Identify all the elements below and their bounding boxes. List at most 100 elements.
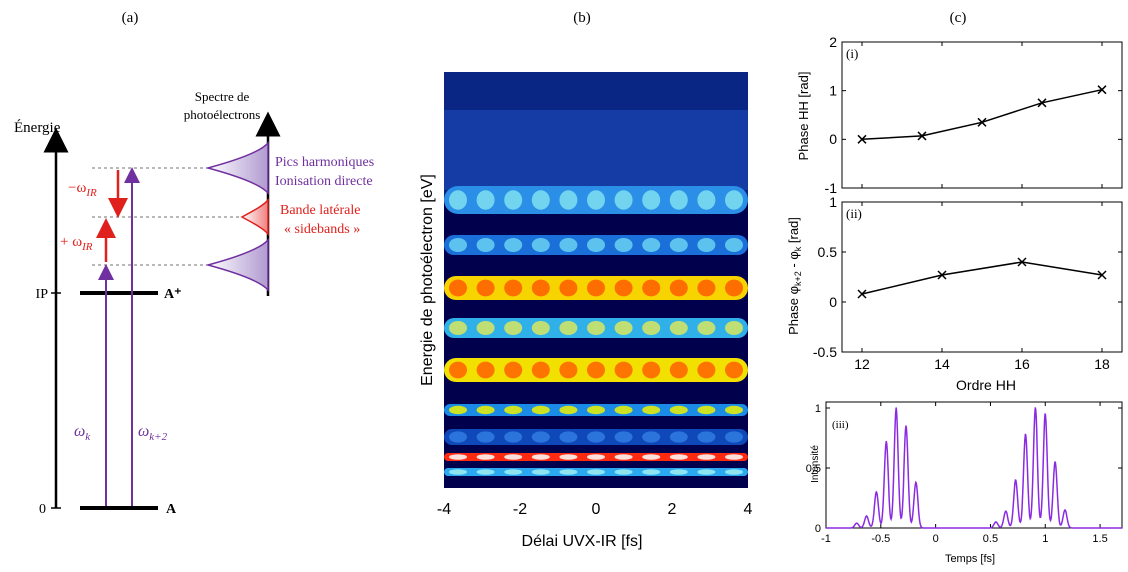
y-tick-label: -0.5 bbox=[813, 344, 837, 360]
ion-level-label: A⁺ bbox=[164, 287, 182, 302]
y-tick-label: 0.5 bbox=[818, 244, 838, 260]
intensity-peak bbox=[905, 425, 907, 427]
heatmap-blob bbox=[559, 361, 578, 379]
y-tick-label: 0 bbox=[815, 523, 821, 535]
heatmap-blob bbox=[614, 279, 633, 297]
plot-intensity: 0 0.5 1 -1 -0.5 0 0.5 1 1.5 (iii) bbox=[806, 401, 1123, 545]
intensity-peak bbox=[1004, 510, 1007, 512]
intensity-peak bbox=[1014, 479, 1017, 481]
heatmap-blob bbox=[614, 321, 633, 335]
heatmap-blob bbox=[725, 321, 743, 335]
intensity-x-label: Temps [fs] bbox=[945, 553, 995, 565]
heatmap-x-tick-label: 0 bbox=[592, 501, 601, 518]
heatmap-blob bbox=[697, 469, 716, 475]
heatmap-blob bbox=[697, 238, 716, 252]
heatmap-blob bbox=[697, 321, 716, 335]
panel-c-label: (c) bbox=[950, 10, 967, 26]
y-tick-label: 1 bbox=[829, 194, 837, 210]
harmonic-peak-lower bbox=[205, 237, 269, 293]
heatmap-blob bbox=[697, 405, 716, 415]
heatmap-blob bbox=[697, 454, 716, 460]
heatmap-blob bbox=[531, 454, 550, 460]
subplot-label: (iii) bbox=[832, 419, 849, 431]
zero-label: 0 bbox=[39, 502, 46, 517]
harmonic-peaks-line1: Pics harmoniques bbox=[275, 155, 374, 170]
heatmap-blob bbox=[587, 454, 605, 460]
intensity-peak bbox=[1064, 509, 1066, 511]
heatmap-blob bbox=[476, 405, 495, 415]
y-tick-label: 1 bbox=[829, 83, 837, 99]
heatmap-blob bbox=[669, 454, 688, 460]
heatmap-blob bbox=[449, 279, 467, 297]
heatmap-x-tick-label: 4 bbox=[744, 501, 753, 518]
heatmap-blob bbox=[476, 454, 495, 460]
series-line bbox=[861, 261, 1103, 295]
phase-diff-y-label: Phase φk+2 - φk [rad] bbox=[786, 217, 803, 335]
heatmap-x-label: Délai UVX-IR [fs] bbox=[522, 533, 643, 550]
heatmap-blob bbox=[476, 279, 495, 297]
heatmap-blob bbox=[697, 279, 716, 297]
heatmap-blob bbox=[587, 321, 605, 335]
harmonic-peak-upper bbox=[205, 140, 269, 196]
heatmap-blob bbox=[531, 238, 550, 252]
heatmap-blob bbox=[449, 431, 467, 443]
heatmap-blob bbox=[531, 469, 550, 475]
heatmap-blob bbox=[531, 361, 550, 379]
heatmap-blob bbox=[642, 238, 661, 252]
heatmap-blob bbox=[504, 454, 523, 460]
sideband-line1: Bande latérale bbox=[280, 203, 360, 218]
x-tick-label: 18 bbox=[1094, 356, 1110, 372]
heatmap-blob bbox=[614, 361, 633, 379]
intensity-peak bbox=[1044, 413, 1047, 415]
heatmap-blob bbox=[449, 321, 467, 335]
plot-phase-diff: -0.5 0 0.5 1 12 14 16 18 (ii) bbox=[813, 194, 1123, 372]
intensity-peak bbox=[885, 440, 888, 443]
heatmap-blob bbox=[642, 190, 661, 210]
data-point-marker bbox=[1017, 257, 1027, 267]
heatmap-axis: -4 -2 0 2 4 bbox=[437, 501, 753, 518]
heatmap bbox=[444, 72, 748, 488]
heatmap-blob bbox=[614, 454, 633, 460]
heatmap-blob bbox=[587, 190, 605, 210]
panel-b-label: (b) bbox=[573, 10, 591, 26]
heatmap-blob bbox=[642, 431, 661, 443]
sideband-peak bbox=[240, 197, 269, 237]
plot-phase-hh: -1 0 1 2 (i) bbox=[825, 34, 1123, 196]
heatmap-blob bbox=[669, 190, 688, 210]
heatmap-x-tick-label: -2 bbox=[513, 501, 527, 518]
heatmap-blob bbox=[725, 238, 743, 252]
minus-ir-label: −ωIR bbox=[68, 180, 97, 199]
heatmap-blob bbox=[449, 361, 467, 379]
heatmap-blob bbox=[669, 238, 688, 252]
heatmap-blob bbox=[725, 454, 743, 460]
intensity-peak bbox=[995, 521, 997, 523]
heatmap-blob bbox=[587, 361, 605, 379]
data-point-marker bbox=[977, 117, 987, 127]
heatmap-blob bbox=[669, 405, 688, 415]
y-tick-label: -1 bbox=[825, 180, 838, 196]
heatmap-blob bbox=[559, 431, 578, 443]
y-tick-label: 2 bbox=[829, 34, 837, 50]
heatmap-x-tick-label: -4 bbox=[437, 501, 451, 518]
heatmap-blob bbox=[531, 190, 550, 210]
heatmap-blob bbox=[614, 405, 633, 415]
heatmap-blob bbox=[725, 361, 743, 379]
ground-level-label: A bbox=[166, 502, 177, 517]
series-line bbox=[861, 88, 1103, 141]
data-point-marker bbox=[857, 289, 867, 299]
intensity-peak bbox=[1024, 433, 1027, 436]
heatmap-blob bbox=[449, 454, 467, 460]
heatmap-blob bbox=[559, 279, 578, 297]
heatmap-blob bbox=[476, 469, 495, 475]
heatmap-blob bbox=[504, 361, 523, 379]
x-tick-label: 12 bbox=[854, 356, 870, 372]
x-tick-label: 16 bbox=[1014, 356, 1030, 372]
heatmap-blob bbox=[697, 190, 716, 210]
subplot-label: (ii) bbox=[846, 206, 862, 221]
intensity-peak bbox=[1034, 407, 1037, 409]
phase-diff-x-label: Ordre HH bbox=[956, 377, 1016, 393]
heatmap-blob bbox=[559, 238, 578, 252]
subplot-label: (i) bbox=[846, 46, 858, 61]
heatmap-blob bbox=[697, 431, 716, 443]
